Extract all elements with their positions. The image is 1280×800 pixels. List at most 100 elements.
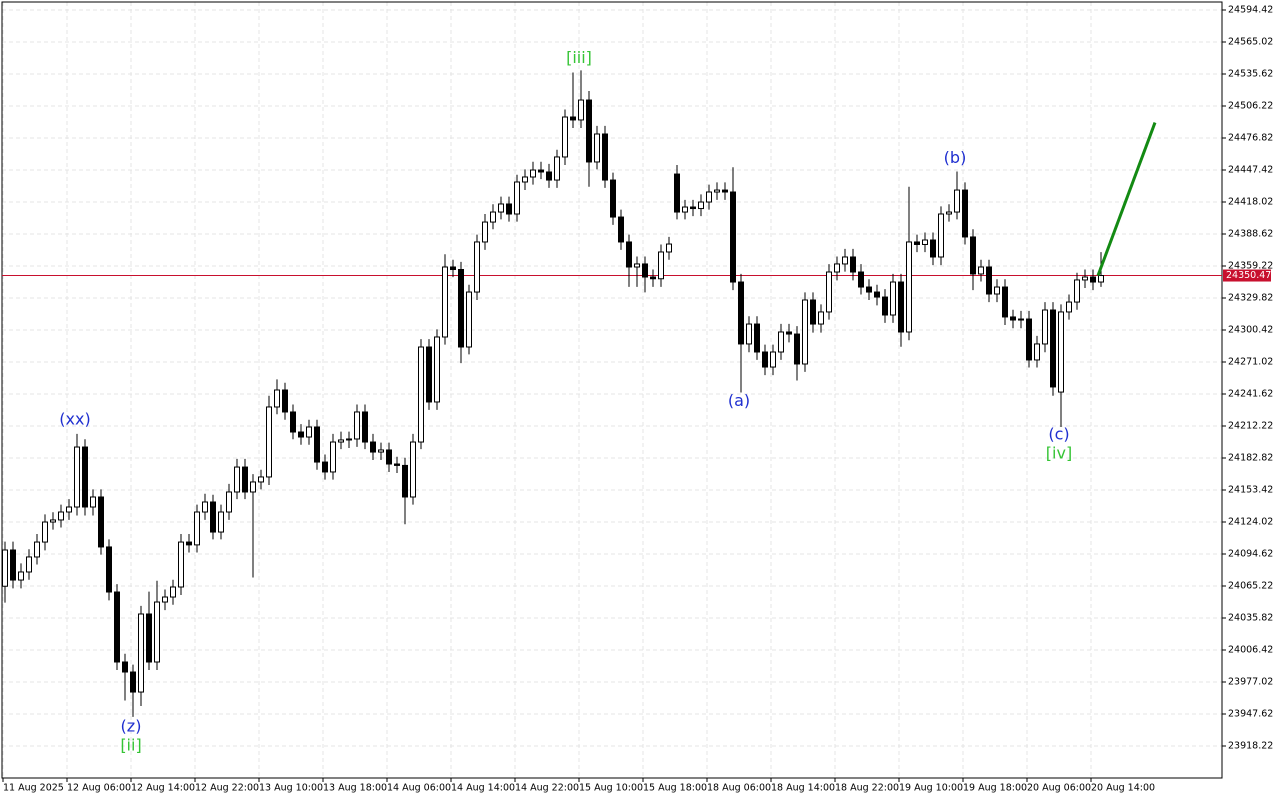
candle-body <box>266 406 272 478</box>
candle-body <box>490 211 496 223</box>
candle-body <box>778 331 784 353</box>
candle-body <box>370 441 376 453</box>
candle-body <box>218 511 224 533</box>
candle-body <box>346 438 352 441</box>
candle-body <box>874 291 880 298</box>
candle-body <box>906 241 912 333</box>
candle-body <box>674 173 680 213</box>
y-tick-label: 23918.22 <box>1228 741 1273 752</box>
candle-body <box>938 213 944 258</box>
candle-body <box>434 336 440 403</box>
candle-body <box>834 263 840 273</box>
candle-body <box>2 549 8 587</box>
y-tick-label: 24300.42 <box>1228 325 1273 336</box>
candle-body <box>770 351 776 368</box>
candle-body <box>306 426 312 438</box>
candle-body <box>138 613 144 693</box>
x-tick-label: 12 Aug 22:00 <box>195 783 259 794</box>
candle-body <box>538 169 544 173</box>
candle-body <box>714 189 720 193</box>
y-tick-label: 24271.02 <box>1228 357 1273 368</box>
candle-body <box>418 346 424 443</box>
candle-body <box>618 216 624 243</box>
candle-body <box>106 546 112 593</box>
candle-body <box>122 661 128 673</box>
candle-body <box>514 181 520 215</box>
x-tick-label: 14 Aug 22:00 <box>515 783 579 794</box>
candle-body <box>274 389 280 408</box>
candle-body <box>914 241 920 245</box>
candle-body <box>586 99 592 163</box>
candle-body <box>706 191 712 203</box>
candle-body <box>730 191 736 283</box>
candle-body <box>298 431 304 438</box>
candle-body <box>474 241 480 293</box>
y-tick-label: 24476.82 <box>1228 133 1273 144</box>
candle-body <box>322 461 328 473</box>
candle-body <box>1002 286 1008 318</box>
candle-body <box>850 256 856 273</box>
candle-body <box>802 299 808 365</box>
candle-body <box>562 116 568 158</box>
candle-body <box>66 506 72 513</box>
candle-body <box>130 671 136 693</box>
candle-body <box>946 211 952 215</box>
candle-body <box>794 333 800 365</box>
candle-body <box>762 351 768 368</box>
candle-body <box>58 511 64 521</box>
candle-body <box>1018 318 1024 321</box>
candle-body <box>242 466 248 493</box>
candle-body <box>642 263 648 278</box>
candle-body <box>146 613 152 663</box>
candle-body <box>402 464 408 498</box>
candle-body <box>698 201 704 210</box>
y-tick-label: 24594.42 <box>1228 5 1273 16</box>
current-price-tag <box>1223 269 1271 282</box>
candle-body <box>50 519 56 523</box>
y-tick-label: 24065.22 <box>1228 581 1273 592</box>
wave-label: [iv] <box>1046 444 1072 463</box>
candle-body <box>986 266 992 295</box>
candle-body <box>10 549 16 581</box>
candle-body <box>162 596 168 603</box>
candle-body <box>690 206 696 210</box>
candle-body <box>890 281 896 316</box>
candle-body <box>458 269 464 348</box>
y-tick-label: 24506.22 <box>1228 101 1273 112</box>
candle-body <box>42 521 48 543</box>
candle-body <box>1074 279 1080 303</box>
candle-body <box>194 511 200 546</box>
candle-body <box>258 476 264 483</box>
candle-body <box>1066 301 1072 313</box>
candle-body <box>98 496 104 548</box>
candle-body <box>202 501 208 513</box>
candle-body <box>442 266 448 338</box>
x-tick-label: 15 Aug 10:00 <box>579 783 643 794</box>
candle-body <box>842 256 848 265</box>
candle-body <box>634 263 640 268</box>
candle-body <box>594 133 600 163</box>
x-tick-label: 19 Aug 18:00 <box>963 783 1027 794</box>
candle-body <box>1090 276 1096 283</box>
candle-body <box>154 601 160 663</box>
y-tick-label: 24182.82 <box>1228 453 1273 464</box>
candle-body <box>602 133 608 181</box>
candle-body <box>882 296 888 316</box>
candle-body <box>114 591 120 663</box>
candle-body <box>546 171 552 181</box>
candle-body <box>570 116 576 121</box>
y-tick-label: 24329.82 <box>1228 293 1273 304</box>
x-tick-label: 18 Aug 14:00 <box>771 783 835 794</box>
candle-body <box>722 189 728 193</box>
wave-label: [ii] <box>120 735 141 754</box>
candle-body <box>338 439 344 443</box>
candle-body <box>738 281 744 345</box>
candle-body <box>554 156 560 181</box>
x-tick-label: 13 Aug 10:00 <box>259 783 323 794</box>
candle-body <box>826 271 832 313</box>
candle-body <box>82 446 88 508</box>
candle-body <box>410 441 416 498</box>
candle-body <box>810 299 816 325</box>
candle-body <box>290 411 296 433</box>
candle-body <box>954 189 960 213</box>
